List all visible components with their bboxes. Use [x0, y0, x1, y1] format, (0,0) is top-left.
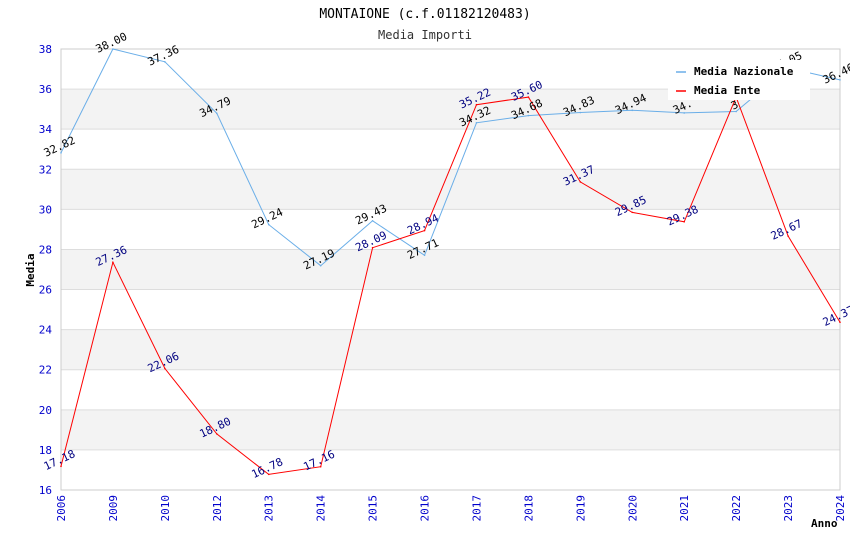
data-point-media-ente: [527, 96, 530, 98]
x-tick-label: 2014: [315, 495, 328, 522]
data-point-media-nazionale: [60, 152, 62, 154]
data-point-media-ente: [267, 473, 270, 476]
data-point-media-nazionale: [371, 219, 374, 222]
data-label-media-nazionale: 32.82: [42, 134, 78, 160]
data-point-media-nazionale: [527, 114, 530, 117]
y-tick-label: 34: [39, 123, 53, 136]
data-label-media-ente: 28.67: [769, 217, 805, 243]
x-tick-label: 2012: [211, 495, 224, 522]
data-label-media-ente: 16.78: [249, 455, 285, 481]
x-tick-label: 2015: [367, 495, 380, 522]
data-label-media-nazionale: 36.46: [821, 61, 850, 87]
chart-title: MONTAIONE (c.f.01182120483): [319, 7, 530, 22]
y-tick-label: 24: [39, 324, 53, 337]
x-tick-label: 2024: [834, 495, 847, 522]
x-tick-label: 2010: [159, 495, 172, 522]
y-tick-label: 30: [39, 203, 52, 216]
data-point-media-ente: [216, 433, 218, 435]
x-tick-label: 2018: [522, 495, 535, 522]
data-label-media-ente: 24.37: [821, 303, 850, 329]
x-tick-label: 2021: [678, 495, 691, 522]
data-point-media-ente: [112, 261, 114, 264]
data-point-media-nazionale: [164, 61, 166, 63]
data-point-media-ente: [164, 367, 166, 370]
data-point-media-ente: [60, 465, 62, 468]
legend-label-media-ente: Media Ente: [694, 84, 761, 97]
data-point-media-nazionale: [112, 48, 114, 50]
y-tick-label: 36: [39, 83, 52, 96]
legend-label-media-nazionale: Media Nazionale: [694, 65, 794, 78]
data-point-media-ente: [683, 220, 685, 223]
y-tick-label: 16: [39, 484, 52, 497]
grid-band: [61, 409, 840, 450]
data-point-media-nazionale: [423, 254, 426, 257]
data-point-media-ente: [839, 321, 841, 324]
series-line-media-ente: [60, 95, 841, 475]
data-point-media-nazionale: [683, 112, 685, 114]
y-tick-label: 18: [39, 444, 52, 457]
y-tick-label: 20: [39, 404, 52, 417]
data-point-media-nazionale: [631, 109, 634, 112]
x-tick-label: 2006: [55, 495, 68, 522]
y-tick-label: 26: [39, 284, 52, 297]
y-tick-label: 22: [39, 364, 52, 377]
x-tick-label: 2009: [107, 495, 120, 522]
legend-box: [668, 60, 810, 100]
data-point-media-ente: [371, 246, 374, 249]
x-axis-title: Anno: [811, 517, 838, 530]
data-point-media-nazionale: [579, 111, 582, 114]
data-label-media-ente: 28.94: [405, 211, 441, 237]
y-tick-label: 38: [39, 43, 52, 56]
y-tick-label: 28: [39, 243, 52, 256]
data-point-media-nazionale: [839, 79, 841, 81]
x-tick-label: 2020: [626, 495, 639, 522]
x-tick-label: 2013: [263, 495, 276, 522]
x-tick-label: 2022: [730, 495, 743, 522]
x-tick-label: 2019: [574, 495, 587, 522]
chart-subtitle: Media Importi: [378, 28, 472, 42]
data-label-media-nazionale: 37.36: [146, 43, 182, 69]
plot-frame: [60, 48, 841, 491]
x-tick-label: 2016: [419, 495, 432, 522]
data-point-media-ente: [631, 211, 634, 214]
grid-bands: [61, 89, 840, 450]
series-layer: [60, 48, 841, 476]
grid-band: [61, 329, 840, 370]
data-point-media-ente: [319, 465, 322, 468]
data-point-media-nazionale: [475, 121, 478, 124]
grid-band: [61, 249, 840, 290]
data-label-media-ente: 17.16: [301, 448, 337, 474]
legend: Media Nazionale Media Ente: [668, 60, 810, 100]
y-tick-label: 32: [39, 163, 52, 176]
data-point-media-nazionale: [267, 223, 270, 226]
y-axis-title: Media: [24, 253, 37, 286]
data-point-media-nazionale: [735, 110, 737, 113]
y-axis-ticks: 16 18 20 22 24 26 28 30 32 34 36 38: [39, 43, 53, 497]
x-tick-label: 2023: [782, 495, 795, 522]
data-point-media-ente: [475, 103, 478, 106]
data-point-media-nazionale: [319, 264, 322, 267]
data-point-media-ente: [579, 181, 582, 183]
data-point-media-nazionale: [216, 112, 218, 115]
x-tick-label: 2017: [470, 495, 483, 522]
data-point-media-ente: [787, 235, 789, 237]
data-point-media-ente: [423, 229, 426, 232]
series-line-media-nazionale: [60, 48, 841, 267]
data-label-media-nazionale: 3: [729, 98, 740, 113]
x-axis-ticks: 2006 2009 2010 2012 2013 2014 2015 2016 2017 2018…: [55, 495, 847, 522]
